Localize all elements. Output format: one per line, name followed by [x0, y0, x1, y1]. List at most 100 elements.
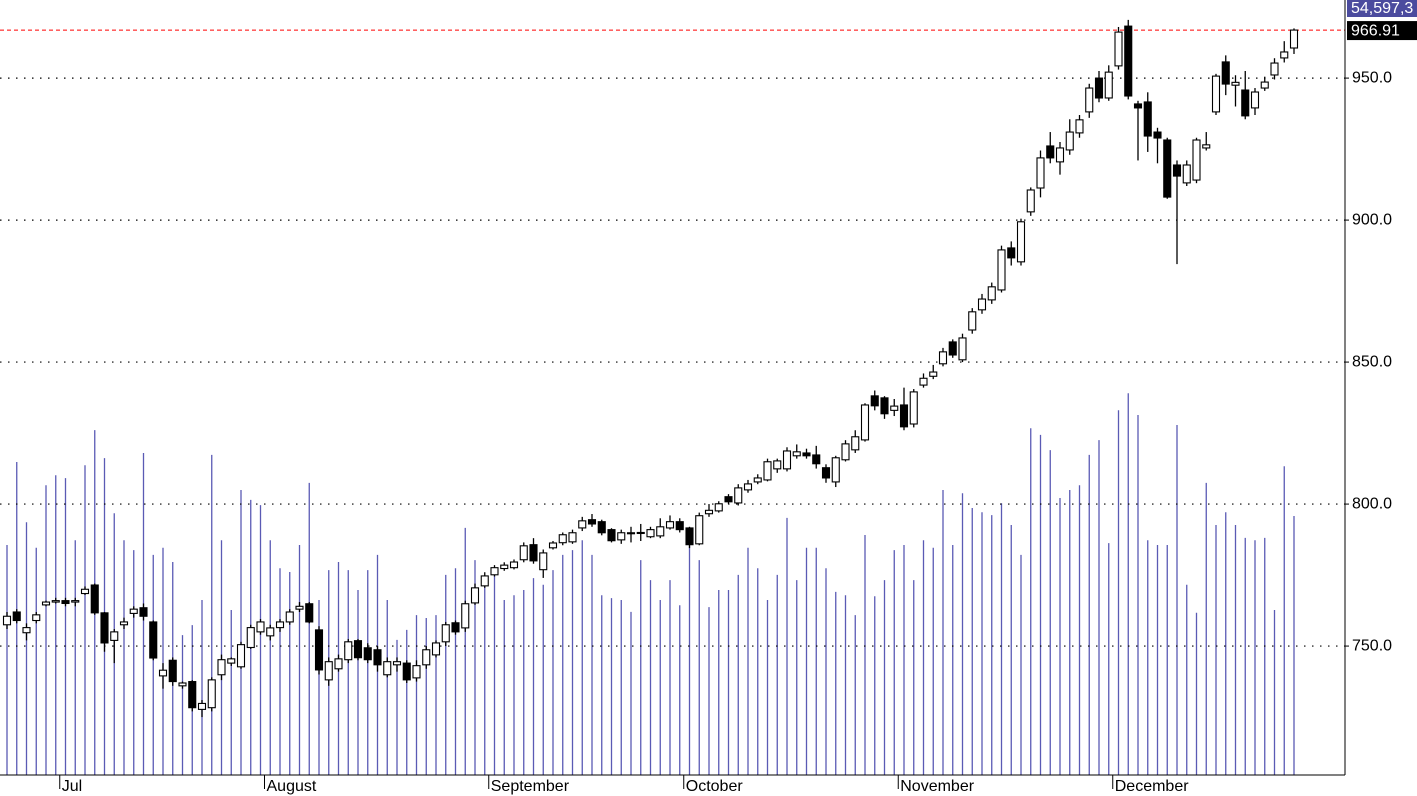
- candle-body-up: [324, 661, 333, 681]
- candle-body-up: [285, 611, 294, 623]
- candle-body-up: [266, 627, 275, 637]
- candle-body-up: [773, 460, 782, 470]
- candle-body-down: [12, 611, 21, 622]
- candle-body-down: [168, 659, 177, 683]
- candle-body-up: [295, 605, 304, 610]
- candle-body-up: [578, 520, 587, 529]
- candle-body-up: [207, 679, 216, 709]
- candle-body-up: [695, 515, 704, 545]
- candle-body-down: [353, 640, 363, 659]
- candle-body-up: [334, 658, 343, 670]
- candle-body-up: [490, 567, 499, 576]
- candle-body-down: [899, 404, 909, 428]
- x-tick-label: November: [900, 778, 974, 795]
- x-tick-label: Jul: [62, 778, 82, 795]
- candle-body-down: [1143, 101, 1152, 137]
- candle-body-up: [714, 503, 723, 512]
- candle-body-up: [1260, 81, 1269, 89]
- candle-body-up: [919, 377, 928, 386]
- candle-body-up: [1016, 221, 1026, 263]
- candle-body-up: [792, 451, 801, 457]
- candle-body-up: [968, 311, 977, 331]
- candle-body-down: [870, 395, 879, 407]
- x-tick-label: September: [491, 778, 570, 795]
- candle-body-down: [607, 529, 616, 542]
- label-layer: 750.0 800.0 850.0 900.0 950.0 Jul August Septem…: [59, 0, 1417, 795]
- candle-body-up: [617, 532, 626, 541]
- candle-body-down: [880, 397, 889, 415]
- candle-body-up: [236, 644, 246, 668]
- candle-body-up: [753, 477, 762, 483]
- candle-body-up: [831, 457, 840, 483]
- candle-body-down: [802, 452, 811, 457]
- candle-body-down: [373, 649, 382, 666]
- candle-body-up: [383, 661, 392, 676]
- candle-body-up: [1026, 189, 1035, 213]
- last-volume-box: [1347, 0, 1417, 17]
- candle-body-up: [158, 669, 168, 677]
- candle-body-down: [724, 496, 733, 503]
- candle-body-up: [110, 631, 119, 641]
- candle-body-up: [197, 702, 207, 710]
- candle-body-up: [1065, 131, 1074, 151]
- candle-body-up: [129, 608, 138, 614]
- candle-body-down: [363, 647, 372, 661]
- candle-body-up: [636, 531, 645, 535]
- candle-body-up: [704, 509, 714, 515]
- candle-body-up: [860, 404, 870, 441]
- candle-body-down: [90, 584, 99, 614]
- candle-body-up: [2, 615, 12, 626]
- candle-body-up: [1075, 119, 1084, 134]
- candle-body-up: [422, 649, 431, 666]
- candle-body-up: [743, 483, 753, 491]
- last-close-box: [1347, 21, 1417, 41]
- candle-body-down: [1007, 247, 1016, 259]
- candle-body-down: [948, 341, 957, 356]
- candle-body-up: [275, 621, 285, 629]
- candle-body-up: [431, 642, 441, 656]
- candle-body-up: [909, 391, 918, 425]
- candle-body-up: [227, 658, 236, 664]
- candle-body-down: [1221, 61, 1230, 85]
- candle-body-up: [1192, 139, 1201, 181]
- candle-body-up: [246, 627, 255, 649]
- candle-body-up: [480, 575, 489, 587]
- candle-body-up: [344, 641, 353, 661]
- candle-body-down: [812, 454, 821, 465]
- candle-body-up: [32, 614, 41, 622]
- candle-body-up: [646, 529, 655, 538]
- candle-body-up: [1250, 91, 1260, 109]
- candle-body-up: [656, 526, 665, 537]
- candle-body-down: [587, 519, 597, 525]
- candle-body-up: [1202, 144, 1211, 149]
- candle-body-down: [305, 603, 314, 623]
- candle-body-up: [1114, 31, 1123, 67]
- candle-body-up: [977, 298, 987, 311]
- candle-body-up: [841, 443, 850, 461]
- candle-body-down: [1241, 89, 1250, 117]
- candle-body-up: [1036, 157, 1045, 189]
- x-tick-label: October: [686, 778, 744, 795]
- candle-body-up: [890, 405, 899, 411]
- candle-body-down: [61, 600, 70, 605]
- candle-body-up: [1055, 147, 1065, 163]
- candle-body-down: [675, 521, 684, 531]
- candle-body-up: [734, 487, 743, 504]
- y-tick-label: 850.0: [1352, 353, 1392, 370]
- candle-body-up: [568, 532, 577, 543]
- candle-body-up: [392, 661, 402, 666]
- candle-body-up: [80, 588, 90, 595]
- candle-body-up: [1270, 62, 1279, 76]
- y-tick-label: 900.0: [1352, 211, 1392, 228]
- candle-body-down: [1133, 103, 1143, 109]
- candle-body-up: [412, 665, 421, 679]
- candle-body-up: [461, 603, 470, 629]
- candle-body-up: [929, 371, 938, 377]
- candle-body-down: [1172, 164, 1182, 177]
- candle-body-up: [1104, 71, 1113, 99]
- candle-body-down: [139, 607, 148, 617]
- candle-body-up: [519, 545, 528, 561]
- candle-body-up: [539, 552, 548, 571]
- last-volume-label: 54,597,3: [1351, 0, 1413, 17]
- candle-body-up: [665, 521, 675, 529]
